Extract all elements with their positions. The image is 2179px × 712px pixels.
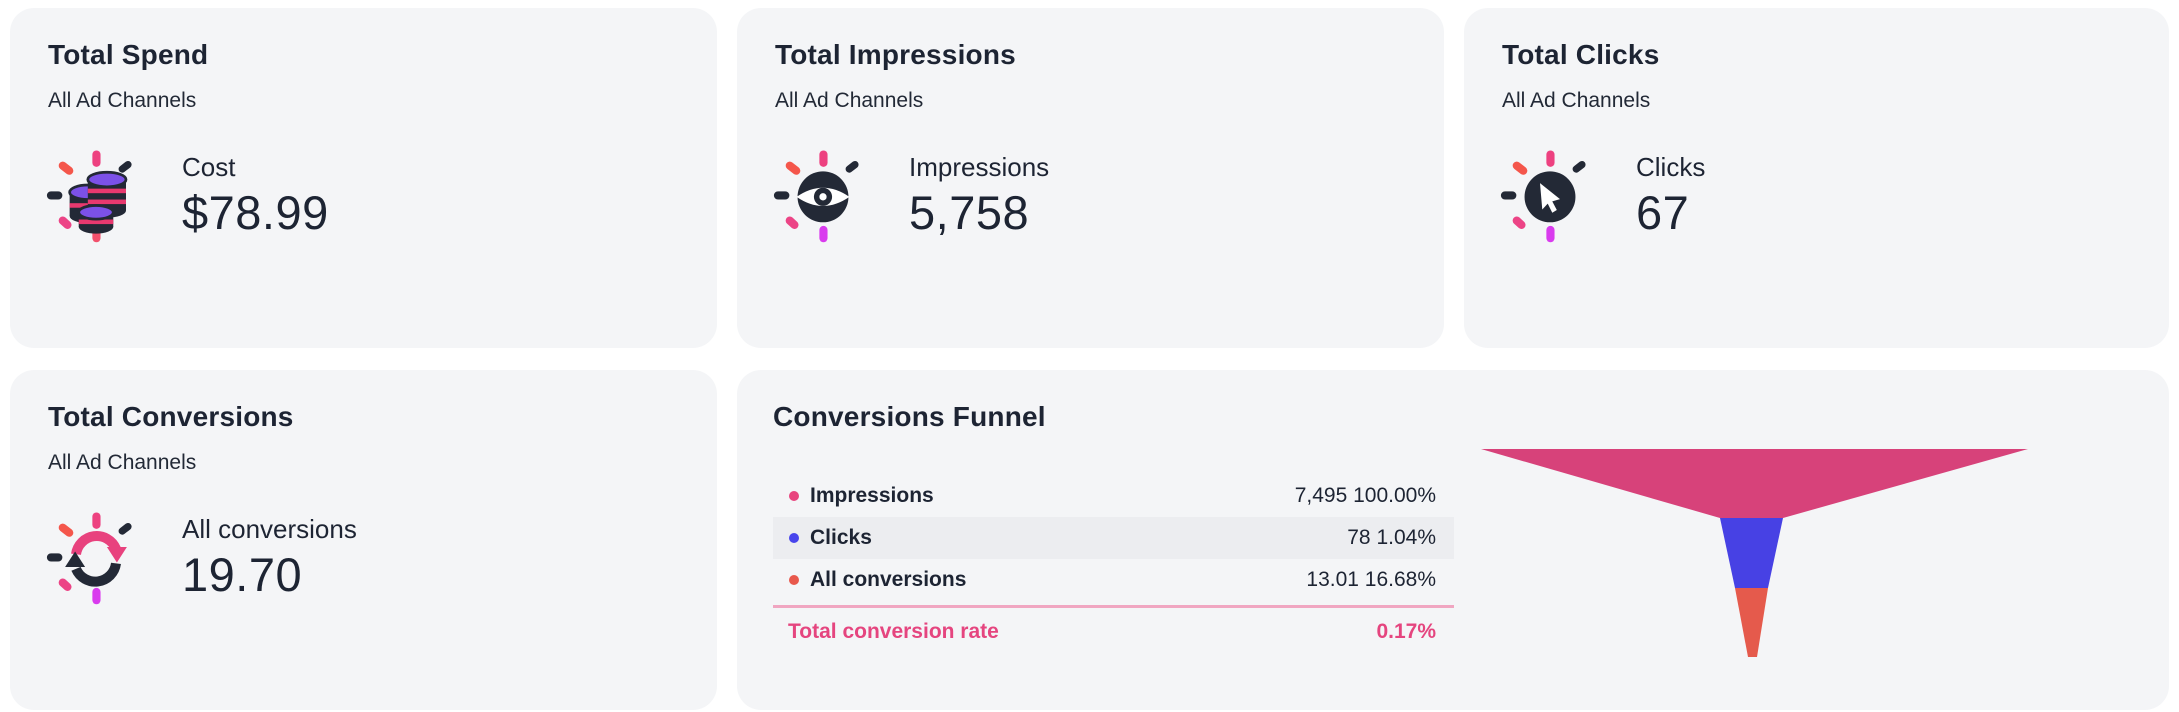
total-rate-label: Total conversion rate (788, 620, 999, 643)
legend-dot-conversions (789, 575, 799, 585)
card-subtitle: All Ad Channels (1502, 89, 1651, 112)
legend-dot-impressions (789, 491, 799, 501)
metric-value: 19.70 (182, 548, 303, 601)
total-spend-card: Total Spend All Ad Channels (10, 8, 717, 348)
total-rate-divider (773, 605, 1454, 608)
total-impressions-card: Total Impressions All Ad Channels Impres… (737, 8, 1444, 348)
cursor-icon (1500, 150, 1586, 243)
funnel-row-label: Impressions (810, 484, 934, 507)
funnel-row-label: All conversions (810, 568, 967, 591)
total-conversion-rate-row: Total conversion rate 0.17% (773, 609, 1454, 655)
funnel-stage-clicks (1720, 518, 1783, 588)
card-title: Total Clicks (1502, 39, 1660, 70)
funnel-stage-conversions (1735, 588, 1768, 657)
metric-value: $78.99 (182, 186, 329, 239)
conversions-funnel-card: Conversions Funnel Impressions 7,495 100… (737, 370, 2169, 710)
refresh-cycle-icon (46, 512, 132, 605)
metric-label: Impressions (909, 152, 1050, 182)
metric-label: Cost (182, 152, 236, 182)
metric-label: All conversions (182, 514, 357, 544)
card-title: Conversions Funnel (773, 401, 1046, 432)
card-subtitle: All Ad Channels (48, 451, 197, 474)
total-conversions-card: Total Conversions All Ad Channels All co… (10, 370, 717, 710)
metric-label: Clicks (1636, 152, 1706, 182)
funnel-legend-table: Impressions 7,495 100.00% Clicks 78 1.04… (773, 475, 1454, 655)
metric-value: 67 (1636, 186, 1690, 239)
funnel-row-value: 13.01 16.68% (1306, 568, 1436, 591)
funnel-row-conversions: All conversions 13.01 16.68% (773, 559, 1454, 601)
card-title: Total Impressions (775, 39, 1016, 70)
funnel-chart (1481, 449, 2028, 657)
funnel-row-label: Clicks (810, 526, 872, 549)
coins-icon (46, 150, 132, 243)
legend-dot-clicks (789, 533, 799, 543)
card-title: Total Conversions (48, 401, 294, 432)
card-subtitle: All Ad Channels (48, 89, 197, 112)
funnel-stage-impressions (1481, 449, 2028, 518)
funnel-row-clicks: Clicks 78 1.04% (773, 517, 1454, 559)
funnel-row-value: 7,495 100.00% (1294, 484, 1436, 507)
funnel-row-value: 78 1.04% (1347, 526, 1436, 549)
card-subtitle: All Ad Channels (775, 89, 924, 112)
card-title: Total Spend (48, 39, 209, 70)
funnel-row-impressions: Impressions 7,495 100.00% (773, 475, 1454, 517)
eye-icon (773, 150, 859, 243)
total-rate-value: 0.17% (1376, 620, 1436, 643)
coin-stack-front (77, 204, 115, 234)
metric-value: 5,758 (909, 186, 1030, 239)
total-clicks-card: Total Clicks All Ad Channels Clicks 67 (1464, 8, 2169, 348)
